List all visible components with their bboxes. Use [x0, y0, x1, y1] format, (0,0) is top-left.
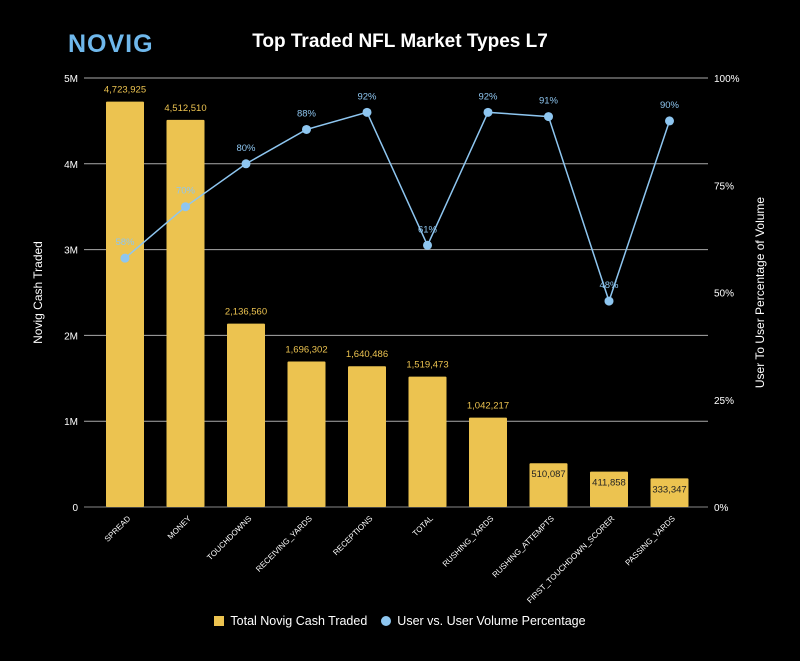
- line-point: [241, 159, 251, 169]
- x-tick-label: RECEPTIONS: [331, 514, 374, 557]
- y2-tick-label: 0%: [714, 503, 729, 514]
- legend-swatch-line: [381, 616, 392, 626]
- y2-axis-label: User To User Percentage of Volume: [753, 197, 767, 389]
- line-point: [181, 202, 190, 212]
- x-tick-label: RUSHING_YARDS: [441, 514, 496, 569]
- bar: [287, 361, 326, 507]
- x-tick-label: RECEIVING_YARDS: [254, 514, 314, 574]
- y2-tick-label: 100%: [714, 74, 740, 85]
- bar-data-label: 510,087: [531, 469, 565, 480]
- chart-title: Top Traded NFL Market Types L7: [252, 31, 548, 52]
- y-tick-label: 2M: [64, 331, 78, 342]
- line-data-label: 61%: [418, 224, 438, 235]
- bar-data-label: 411,858: [592, 478, 626, 489]
- series-line: [124, 111, 671, 304]
- legend-swatch-bar: [214, 616, 225, 626]
- bar-data-label: 1,042,217: [467, 401, 509, 412]
- bar: [166, 119, 205, 507]
- line-point: [483, 107, 493, 117]
- legend-item-bar[interactable]: Total Novig Cash Traded: [214, 614, 367, 628]
- bar: [590, 471, 628, 507]
- line-data-label: 70%: [176, 186, 196, 197]
- x-tick-label: TOUCHDOWNS: [205, 514, 253, 562]
- line-data-label: 90%: [660, 100, 680, 111]
- legend: Total Novig Cash Traded User vs. User Vo…: [0, 614, 800, 628]
- line-data-label: 88%: [297, 108, 317, 119]
- line-data-label: 48%: [599, 280, 619, 291]
- y-axis-label: Novig Cash Traded: [31, 241, 45, 344]
- y2-tick-label: 50%: [714, 289, 734, 300]
- bar: [227, 323, 265, 507]
- y-tick-label: 3M: [64, 246, 78, 257]
- line-point: [665, 116, 674, 126]
- bar-data-label: 4,512,510: [164, 103, 206, 114]
- bar-data-label: 333,347: [652, 484, 686, 495]
- legend-label-line: User vs. User Volume Percentage: [397, 614, 586, 628]
- line-data-label: 80%: [236, 143, 256, 154]
- line-data-label: 58%: [115, 237, 135, 248]
- x-tick-label: SPREAD: [103, 514, 133, 544]
- bar-data-label: 1,519,473: [406, 360, 448, 371]
- legend-item-line[interactable]: User vs. User Volume Percentage: [381, 614, 586, 628]
- y-tick-label: 4M: [64, 160, 78, 171]
- bar: [106, 101, 144, 508]
- line-data-label: 92%: [357, 91, 377, 102]
- bar: [408, 376, 447, 507]
- line-point: [423, 240, 432, 250]
- bar-data-label: 4,723,925: [104, 85, 146, 96]
- y-tick-label: 0: [72, 503, 78, 514]
- x-tick-label: PASSING_YARDS: [624, 514, 677, 567]
- x-tick-label: TOTAL: [411, 514, 435, 538]
- y2-tick-label: 75%: [714, 181, 734, 192]
- line-point: [302, 124, 311, 134]
- line-point: [544, 112, 553, 122]
- bar-data-label: 1,696,302: [285, 344, 327, 355]
- bar-data-label: 1,640,486: [346, 349, 388, 360]
- bar: [348, 366, 386, 507]
- y2-tick-label: 25%: [714, 396, 734, 407]
- bar: [469, 417, 507, 507]
- bar: [529, 463, 568, 507]
- line-point: [362, 107, 372, 117]
- line-point: [604, 296, 614, 306]
- bar: [650, 478, 689, 507]
- y-tick-label: 1M: [64, 417, 78, 428]
- y-tick-label: 5M: [64, 74, 78, 85]
- legend-label-bar: Total Novig Cash Traded: [230, 614, 368, 628]
- bar-data-label: 2,136,560: [225, 307, 267, 318]
- novig-logo: NOVIG: [68, 30, 154, 58]
- line-data-label: 91%: [539, 96, 559, 107]
- x-tick-label: RUSHING_ATTEMPTS: [491, 514, 556, 579]
- line-data-label: 92%: [478, 91, 498, 102]
- x-tick-label: MONEY: [166, 514, 194, 542]
- line-point: [120, 253, 130, 263]
